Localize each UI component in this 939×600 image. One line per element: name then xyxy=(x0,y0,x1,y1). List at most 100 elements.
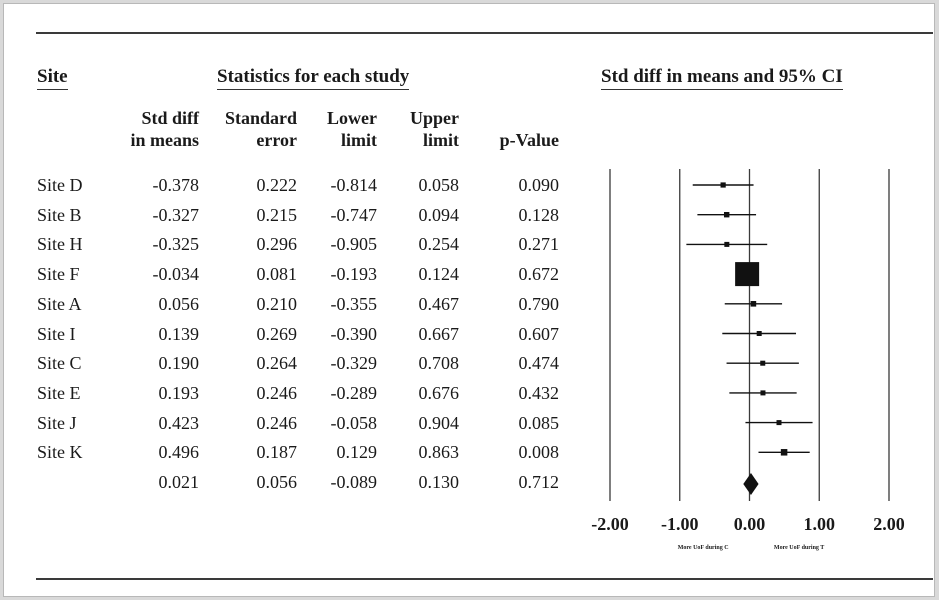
summary-lower-cell: -0.089 xyxy=(330,472,378,492)
row-se-cell: 0.246 xyxy=(256,382,298,403)
row-site-label: Site D xyxy=(37,175,83,195)
row-lower-cell: -0.329 xyxy=(330,353,378,374)
row-se-cell: 0.264 xyxy=(256,353,298,374)
top-rule xyxy=(36,32,933,34)
site-header: Site xyxy=(37,66,68,90)
column-header-line2: in means xyxy=(130,130,199,150)
ci-header: Std diff in means and 95% CI xyxy=(601,66,843,90)
x-tick-label: -2.00 xyxy=(591,514,629,534)
row-se-cell: 0.222 xyxy=(256,175,298,195)
row-smd-cell: 0.056 xyxy=(158,293,200,314)
row-upper-cell: 0.094 xyxy=(418,204,460,225)
row-upper-cell: 0.467 xyxy=(418,293,460,314)
row-upper-cell: 0.058 xyxy=(418,175,460,195)
point-site-c xyxy=(760,360,766,366)
row-upper-cell: 0.863 xyxy=(418,442,460,463)
summary-upper-cell: 0.130 xyxy=(418,472,460,492)
row-p-cell: 0.432 xyxy=(518,382,560,403)
row-site-label: Site I xyxy=(37,323,76,344)
column-header-4: p-Value xyxy=(500,107,559,151)
row-lower-cell: 0.129 xyxy=(336,442,378,463)
row-p-cell: 0.008 xyxy=(518,442,560,463)
column-header-line1: Standard xyxy=(224,108,297,128)
row-lower-cell: -0.905 xyxy=(330,234,378,255)
row-smd-cell: 0.423 xyxy=(158,412,200,433)
summary-se-cell: 0.056 xyxy=(256,472,298,492)
row-smd-cell: -0.327 xyxy=(152,204,200,225)
pooled-diamond xyxy=(743,473,759,495)
stats-header: Statistics for each study xyxy=(217,66,410,90)
annotation-left: More UoF during C xyxy=(678,545,729,551)
row-site-label: Site K xyxy=(37,442,83,463)
forest-plot: -2.00 -1.00 0.00 1.00 2.00 More UoF during C M… xyxy=(591,169,905,551)
row-upper-cell: 0.124 xyxy=(418,264,460,285)
column-header-line1: Std diff xyxy=(141,108,199,128)
x-tick-label: 2.00 xyxy=(873,514,905,534)
column-header-0: Std diff in means xyxy=(130,107,199,151)
row-upper-cell: 0.676 xyxy=(418,382,460,403)
row-upper-cell: 0.254 xyxy=(418,234,460,255)
row-lower-cell: -0.193 xyxy=(330,264,378,285)
row-se-cell: 0.187 xyxy=(256,442,298,463)
x-tick-label: 0.00 xyxy=(734,514,766,534)
row-lower-cell: -0.814 xyxy=(330,175,378,195)
point-site-h xyxy=(724,241,730,247)
row-se-cell: 0.296 xyxy=(256,234,298,255)
column-header-line1: Lower xyxy=(327,108,377,128)
row-site-label: Site E xyxy=(37,382,81,403)
point-site-e xyxy=(760,390,766,396)
row-p-cell: 0.271 xyxy=(518,234,560,255)
row-lower-cell: -0.355 xyxy=(330,293,378,314)
row-se-cell: 0.246 xyxy=(256,412,298,433)
summary-p-cell: 0.712 xyxy=(518,472,560,492)
point-site-d xyxy=(720,182,726,188)
row-lower-cell: -0.289 xyxy=(330,382,378,403)
figure-frame: Site Statistics for each study Std diff … xyxy=(3,3,935,597)
point-site-a xyxy=(750,301,757,307)
row-p-cell: 0.090 xyxy=(518,175,560,195)
row-site-label: Site F xyxy=(37,264,80,285)
x-tick-label: -1.00 xyxy=(661,514,699,534)
column-header-3: Upper limit xyxy=(410,107,459,151)
bottom-rule xyxy=(36,578,933,580)
point-site-k xyxy=(780,449,788,456)
column-header-2: Lower limit xyxy=(327,107,377,151)
row-upper-cell: 0.667 xyxy=(418,323,460,344)
row-site-label: Site H xyxy=(37,234,83,255)
row-site-label: Site J xyxy=(37,412,77,433)
column-header-line2: p-Value xyxy=(499,130,559,150)
row-site-label: Site B xyxy=(37,204,82,225)
row-lower-cell: -0.747 xyxy=(330,204,378,225)
row-se-cell: 0.081 xyxy=(256,264,298,285)
summary-smd-cell: 0.021 xyxy=(158,472,200,492)
row-upper-cell: 0.904 xyxy=(418,412,460,433)
column-header-line1: Upper xyxy=(410,108,459,128)
row-se-cell: 0.215 xyxy=(256,204,298,225)
row-smd-cell: 0.496 xyxy=(158,442,200,463)
annotation-right: More UoF during T xyxy=(774,545,824,551)
point-site-i xyxy=(756,331,762,336)
row-se-cell: 0.210 xyxy=(256,293,298,314)
row-p-cell: 0.128 xyxy=(518,204,560,225)
row-site-label: Site A xyxy=(37,293,82,314)
row-smd-cell: -0.378 xyxy=(152,175,200,195)
row-smd-cell: -0.034 xyxy=(152,264,200,285)
row-se-cell: 0.269 xyxy=(256,323,298,344)
x-tick-label: 1.00 xyxy=(804,514,836,534)
column-header-1: Standard error xyxy=(225,107,297,151)
row-p-cell: 0.085 xyxy=(518,412,560,433)
row-p-cell: 0.672 xyxy=(518,264,560,285)
row-smd-cell: 0.190 xyxy=(158,353,200,374)
row-lower-cell: -0.390 xyxy=(330,323,378,344)
column-header-line2: limit xyxy=(341,130,377,150)
row-smd-cell: -0.325 xyxy=(152,234,200,255)
point-site-j xyxy=(776,420,782,426)
point-site-f xyxy=(735,262,760,287)
row-lower-cell: -0.058 xyxy=(330,412,378,433)
row-p-cell: 0.790 xyxy=(518,293,560,314)
row-p-cell: 0.474 xyxy=(518,353,560,374)
row-upper-cell: 0.708 xyxy=(418,353,460,374)
column-header-line2: error xyxy=(256,130,297,150)
point-site-b xyxy=(723,211,730,218)
row-smd-cell: 0.139 xyxy=(158,323,200,344)
